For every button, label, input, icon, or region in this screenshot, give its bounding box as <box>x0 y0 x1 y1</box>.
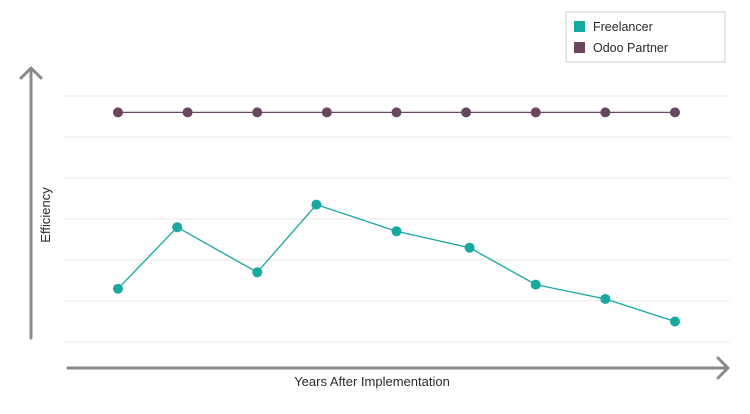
data-point-freelancer-7 <box>530 279 541 290</box>
series-layer <box>113 107 680 327</box>
x-axis-arrow <box>716 356 730 380</box>
data-point-odoo-partner-3 <box>252 107 263 118</box>
legend-label-freelancer: Freelancer <box>593 20 653 34</box>
legend: Freelancer Odoo Partner <box>565 11 726 63</box>
legend-label-odoo-partner: Odoo Partner <box>593 41 668 55</box>
y-axis-label: Efficiency <box>38 187 53 243</box>
legend-swatch-odoo-partner <box>574 42 585 53</box>
legend-box <box>565 11 726 63</box>
y-axis-arrow <box>19 66 43 80</box>
data-point-freelancer-5 <box>391 226 402 237</box>
data-point-freelancer-8 <box>600 293 611 304</box>
gridlines <box>64 95 730 343</box>
data-point-odoo-partner-2 <box>182 107 193 118</box>
data-point-freelancer-6 <box>464 242 475 253</box>
data-point-odoo-partner-9 <box>670 107 680 118</box>
data-point-freelancer-1 <box>113 283 123 294</box>
data-point-odoo-partner-6 <box>461 107 472 118</box>
data-point-odoo-partner-5 <box>391 107 402 118</box>
data-point-freelancer-3 <box>252 267 263 278</box>
data-point-freelancer-9 <box>670 316 680 327</box>
data-point-odoo-partner-1 <box>113 107 123 118</box>
x-axis-label: Years After Implementation <box>294 374 450 389</box>
data-point-freelancer-2 <box>172 222 183 233</box>
legend-swatch-freelancer <box>574 21 585 32</box>
data-point-freelancer-4 <box>311 199 322 210</box>
data-point-odoo-partner-7 <box>530 107 541 118</box>
data-point-odoo-partner-4 <box>321 107 332 118</box>
data-point-odoo-partner-8 <box>600 107 611 118</box>
